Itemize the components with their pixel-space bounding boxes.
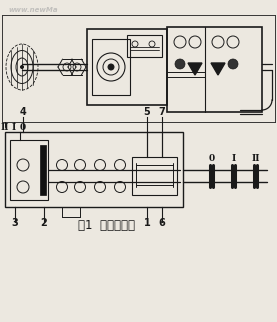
Text: 5: 5 [144, 107, 150, 117]
Circle shape [108, 64, 114, 70]
Bar [132, 157, 177, 195]
Text: I: I [231, 154, 236, 163]
Text: 6: 6 [159, 218, 165, 228]
Bar [40, 145, 46, 195]
Text: 7: 7 [159, 107, 165, 117]
Circle shape [228, 59, 238, 69]
Bar [167, 27, 262, 112]
Text: 4: 4 [20, 107, 26, 117]
Text: 0: 0 [208, 154, 215, 163]
Text: II: II [1, 123, 9, 132]
Bar [127, 35, 162, 57]
Text: 0: 0 [20, 123, 26, 132]
Polygon shape [188, 63, 202, 75]
Text: I: I [12, 123, 16, 132]
Text: 2: 2 [41, 218, 47, 228]
Polygon shape [211, 63, 225, 75]
Text: www.newMa: www.newMa [8, 7, 58, 13]
Text: 图1  推拉式开关: 图1 推拉式开关 [78, 219, 135, 232]
Text: 1: 1 [144, 218, 150, 228]
Bar [87, 29, 167, 105]
Bar [10, 140, 48, 200]
Text: 3: 3 [12, 218, 18, 228]
Circle shape [20, 65, 24, 69]
Circle shape [175, 59, 185, 69]
Text: II: II [251, 154, 260, 163]
Bar [5, 132, 183, 207]
Bar [92, 39, 130, 95]
